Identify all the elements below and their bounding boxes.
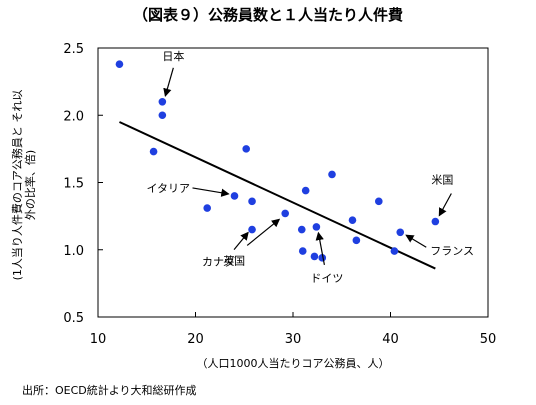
data-point	[281, 209, 290, 218]
data-point	[310, 252, 319, 261]
data-point	[348, 216, 357, 224]
data-point	[248, 197, 256, 206]
y-tick-label: 2.5	[63, 42, 84, 57]
data-point	[242, 145, 250, 153]
data-point	[158, 98, 167, 106]
annotation-label: イタリア	[147, 182, 191, 195]
y-tick-label: 1.0	[63, 244, 84, 259]
y-tick-label: 1.5	[63, 177, 84, 192]
x-tick-label: 10	[90, 332, 107, 347]
annotation-arrow	[163, 67, 174, 97]
x-tick-label: 40	[382, 332, 399, 347]
x-axis-label: （人口1000人当たりコア公務員、人）	[196, 357, 390, 370]
data-point	[149, 147, 158, 156]
annotation-arrow	[246, 218, 281, 246]
y-tick-label: 0.5	[63, 311, 84, 326]
data-point	[298, 247, 307, 255]
data-point	[301, 186, 310, 195]
annotation-label: ドイツ	[310, 272, 343, 285]
data-point	[297, 225, 306, 234]
chart-title: （図表９）公務員数と１人当たり人件費	[132, 6, 403, 24]
data-point	[230, 192, 239, 200]
data-point	[390, 247, 399, 255]
annotation-label: フランス	[430, 244, 474, 257]
data-point	[318, 254, 327, 262]
data-point	[396, 228, 405, 237]
data-point	[158, 111, 167, 120]
data-point	[203, 204, 211, 212]
data-point	[352, 236, 361, 245]
annotation-label: 日本	[162, 49, 184, 63]
x-tick-label: 30	[285, 332, 302, 347]
x-tick-label: 20	[187, 332, 204, 347]
annotation-arrow	[315, 231, 325, 265]
x-tick-label: 50	[480, 332, 497, 347]
source-note: 出所：OECD統計より大和総研作成	[22, 384, 197, 397]
trend-line	[119, 121, 436, 270]
annotation-label: カナダ	[202, 255, 235, 269]
data-point	[312, 223, 321, 231]
data-point	[328, 170, 336, 179]
data-point	[375, 197, 383, 206]
y-tick-label: 2.0	[63, 109, 84, 124]
data-point	[115, 60, 124, 68]
annotation-arrow	[233, 231, 249, 250]
data-point	[431, 217, 440, 226]
annotation-arrow	[192, 187, 230, 197]
annotation-arrow	[438, 193, 452, 217]
annotation-label: 英国	[223, 253, 245, 267]
annotation-label: 米国	[431, 174, 453, 187]
data-point	[248, 225, 256, 234]
annotation-arrow	[405, 234, 427, 248]
